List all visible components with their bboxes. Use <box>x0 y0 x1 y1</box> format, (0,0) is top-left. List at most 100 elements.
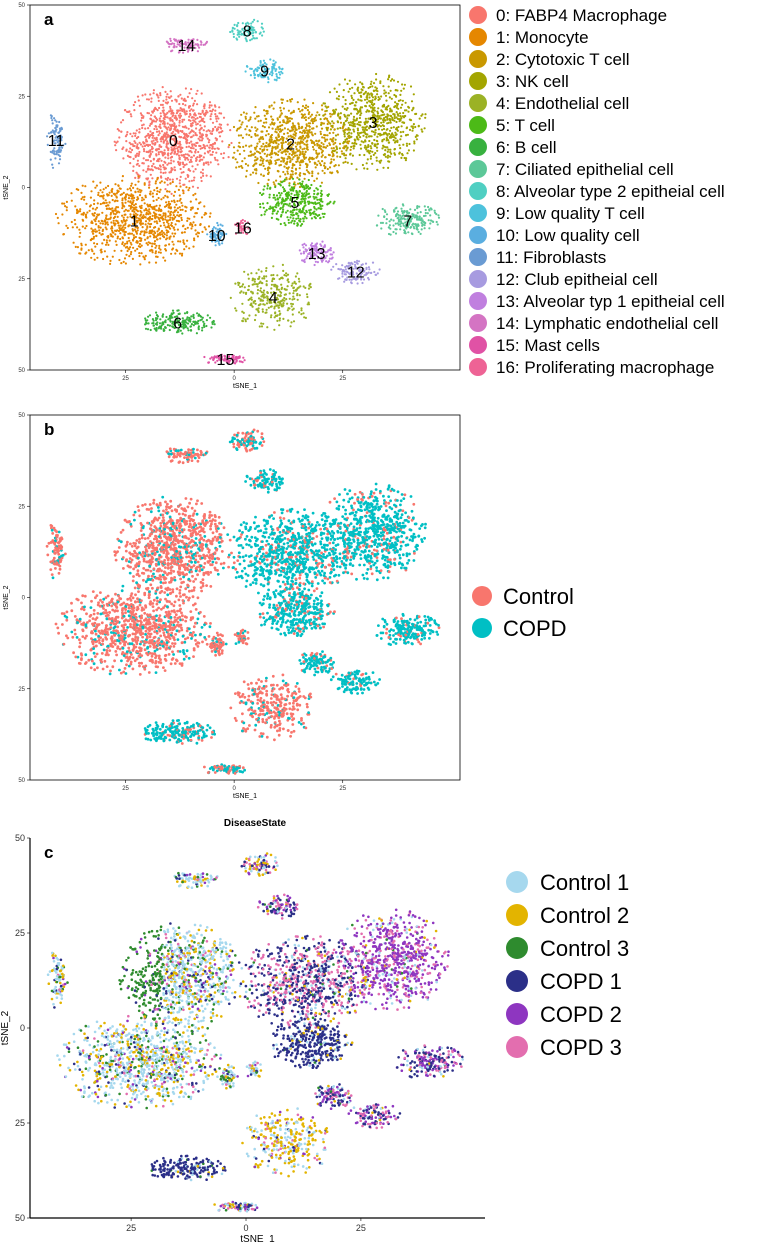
data-point <box>343 280 346 283</box>
data-point <box>221 130 224 133</box>
data-point <box>155 193 158 196</box>
data-point <box>412 149 415 152</box>
data-point <box>346 132 349 135</box>
data-point <box>321 204 324 207</box>
data-point <box>311 201 314 205</box>
data-point <box>136 226 139 230</box>
data-point <box>253 76 256 79</box>
data-point <box>281 206 284 209</box>
data-point <box>377 116 381 120</box>
data-point <box>175 219 178 222</box>
data-point <box>392 126 395 129</box>
data-point <box>85 224 88 228</box>
data-point <box>134 223 137 226</box>
data-point <box>86 211 89 214</box>
data-point <box>107 184 110 188</box>
data-point <box>270 136 273 139</box>
data-point <box>179 107 182 110</box>
data-point <box>276 319 279 322</box>
data-point <box>299 131 302 134</box>
data-point <box>267 126 271 129</box>
data-point <box>281 186 285 189</box>
data-point <box>299 110 302 113</box>
data-point <box>265 112 268 115</box>
data-point <box>198 120 201 123</box>
data-point <box>328 91 332 94</box>
data-point <box>252 300 255 303</box>
data-point <box>322 143 325 146</box>
data-point <box>166 324 169 327</box>
data-point <box>335 97 338 100</box>
data-point <box>155 136 158 139</box>
data-point <box>377 214 380 217</box>
data-point <box>386 122 389 125</box>
data-point <box>157 158 160 161</box>
data-point <box>187 158 190 161</box>
data-point <box>159 112 162 115</box>
data-point <box>263 293 266 296</box>
data-point <box>116 128 119 131</box>
data-point <box>297 156 300 159</box>
data-point <box>189 113 192 116</box>
data-point <box>350 121 353 124</box>
data-point <box>404 101 407 104</box>
data-point <box>346 141 349 144</box>
data-point <box>154 252 157 255</box>
data-point <box>355 135 358 138</box>
data-point <box>84 243 87 246</box>
data-point <box>158 119 161 122</box>
data-point <box>147 127 150 130</box>
data-point <box>289 160 292 163</box>
data-point <box>279 175 282 178</box>
data-point <box>158 144 161 147</box>
data-point <box>95 223 98 226</box>
data-point <box>179 208 182 211</box>
data-point <box>286 209 289 212</box>
data-point <box>305 293 309 296</box>
data-point <box>418 217 421 220</box>
data-point <box>287 166 290 169</box>
data-point <box>164 244 167 247</box>
data-point <box>303 129 306 132</box>
data-point <box>359 143 362 146</box>
data-point <box>197 150 200 154</box>
data-point <box>138 194 142 197</box>
data-point <box>120 193 124 196</box>
data-point <box>209 357 212 360</box>
data-point <box>376 90 379 93</box>
data-point <box>139 191 142 194</box>
data-point <box>286 216 289 219</box>
data-point <box>117 229 121 233</box>
data-point <box>301 207 305 210</box>
data-point <box>201 137 204 140</box>
data-point <box>124 222 127 225</box>
data-point <box>183 132 186 135</box>
data-point <box>121 199 124 202</box>
data-point <box>151 230 154 233</box>
data-point <box>148 314 152 317</box>
data-point <box>174 98 177 101</box>
data-point <box>179 175 182 178</box>
data-point <box>243 157 246 160</box>
data-point <box>171 49 174 52</box>
data-point <box>321 108 324 111</box>
data-point <box>134 155 137 158</box>
data-point <box>389 114 392 117</box>
data-point <box>266 169 270 172</box>
data-point <box>265 145 268 148</box>
data-point <box>135 219 138 222</box>
data-point <box>283 299 286 302</box>
data-point <box>163 181 166 184</box>
data-point <box>119 187 122 190</box>
data-point <box>128 224 131 227</box>
data-point <box>119 224 122 227</box>
data-point <box>176 207 179 210</box>
data-point <box>306 163 309 166</box>
data-point <box>258 275 261 278</box>
data-point <box>149 215 152 218</box>
data-point <box>127 209 130 212</box>
data-point <box>410 125 413 128</box>
data-point <box>200 92 203 95</box>
data-point <box>90 237 93 240</box>
data-point <box>254 162 257 165</box>
